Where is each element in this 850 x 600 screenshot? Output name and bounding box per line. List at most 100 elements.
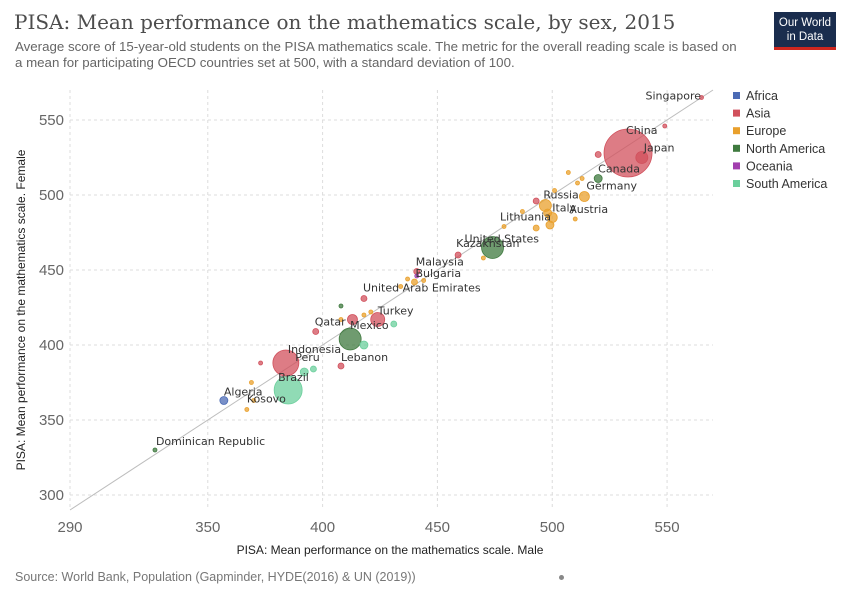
data-point[interactable]	[310, 365, 317, 373]
data-point[interactable]	[572, 216, 578, 222]
data-point[interactable]	[635, 151, 649, 164]
y-tick-label: 500	[39, 187, 64, 204]
owid-logo[interactable]: Our World in Data	[774, 12, 836, 50]
data-point[interactable]	[152, 447, 158, 453]
x-tick-label: 500	[540, 519, 565, 536]
point-label: Russia	[543, 189, 578, 202]
y-tick-label: 350	[39, 412, 64, 429]
data-point[interactable]	[411, 278, 418, 286]
source-note: Source: World Bank, Population (Gapminde…	[15, 570, 416, 584]
point-label: Canada	[598, 163, 640, 176]
data-point[interactable]	[662, 123, 668, 129]
data-point[interactable]	[414, 273, 420, 279]
x-tick-label: 290	[57, 519, 82, 536]
point-label: Mexico	[350, 319, 389, 332]
chart-subtitle: Average score of 15-year-old students on…	[15, 39, 737, 70]
data-point[interactable]	[565, 170, 571, 175]
data-point[interactable]	[543, 208, 553, 218]
data-point[interactable]	[552, 188, 557, 193]
logo-line1: Our World	[778, 17, 832, 29]
chart-title: PISA: Mean performance on the mathematic…	[14, 10, 676, 34]
point-label: Indonesia	[288, 343, 341, 356]
point-label: Qatar	[315, 316, 346, 329]
data-point[interactable]	[579, 176, 585, 181]
legend-swatch	[733, 144, 740, 152]
legend-item[interactable]: South America	[746, 177, 827, 191]
point-label: Austria	[569, 203, 608, 216]
legend-item[interactable]: Asia	[746, 107, 770, 121]
data-point[interactable]	[480, 255, 486, 261]
data-point[interactable]	[244, 407, 250, 412]
timeline-dot[interactable]	[559, 575, 564, 580]
point-label: Peru	[295, 351, 320, 364]
data-point[interactable]	[368, 309, 374, 315]
data-point[interactable]	[532, 197, 540, 205]
data-point[interactable]	[347, 314, 358, 325]
data-point[interactable]	[219, 396, 229, 405]
data-point[interactable]	[501, 224, 507, 229]
point-label: Turkey	[377, 305, 414, 318]
legend-swatch	[733, 127, 740, 135]
y-axis-label: PISA: Mean performance on the mathematic…	[14, 149, 28, 470]
legend-item[interactable]: Oceania	[746, 159, 793, 173]
data-point[interactable]	[575, 180, 580, 186]
data-point[interactable]	[370, 312, 386, 327]
data-point[interactable]	[360, 295, 368, 302]
data-point[interactable]	[299, 367, 309, 377]
point-label: United States	[465, 233, 540, 246]
x-tick-label: 400	[310, 519, 335, 536]
legend-swatch	[733, 162, 740, 170]
point-label: United Arab Emirates	[363, 282, 481, 295]
point-label: Lebanon	[341, 351, 388, 364]
data-point[interactable]	[454, 251, 462, 259]
data-point[interactable]	[699, 95, 704, 100]
point-label: Kazakhstan	[456, 237, 519, 250]
data-point[interactable]	[390, 320, 398, 328]
legend-item[interactable]: North America	[746, 142, 825, 156]
data-point[interactable]	[481, 236, 504, 259]
point-label: Algeria	[224, 386, 263, 399]
x-tick-label: 450	[425, 519, 450, 536]
data-point[interactable]	[603, 128, 653, 178]
data-point[interactable]	[519, 209, 525, 214]
point-label: Germany	[586, 180, 637, 193]
data-point[interactable]	[251, 398, 257, 403]
legend-item[interactable]: Africa	[746, 89, 778, 103]
data-point[interactable]	[594, 151, 602, 158]
data-point[interactable]	[421, 278, 427, 283]
y-tick-label: 300	[39, 487, 64, 504]
point-label: Singapore	[646, 90, 702, 103]
data-points	[152, 95, 704, 453]
data-point[interactable]	[312, 328, 320, 335]
data-point[interactable]	[338, 303, 344, 309]
logo-line2: in Data	[786, 31, 824, 43]
point-label: Malaysia	[416, 256, 464, 269]
x-tick-label: 350	[195, 519, 220, 536]
data-point[interactable]	[405, 276, 410, 282]
y-tick-label: 400	[39, 337, 64, 354]
data-point[interactable]	[361, 312, 367, 318]
data-point[interactable]	[579, 191, 590, 202]
data-point[interactable]	[338, 327, 362, 351]
data-point[interactable]	[258, 360, 264, 366]
point-label: China	[626, 124, 657, 137]
point-label: Japan	[643, 142, 675, 155]
legend-swatch	[733, 92, 740, 99]
point-label: Italy	[552, 202, 576, 215]
y-tick-label: 450	[39, 262, 64, 279]
legend-swatch	[733, 180, 740, 187]
point-label: Lithuania	[500, 211, 551, 224]
data-point[interactable]	[398, 284, 404, 289]
data-point[interactable]	[593, 174, 603, 183]
data-point[interactable]	[545, 220, 555, 230]
data-point[interactable]	[249, 380, 254, 385]
point-label: Dominican Republic	[156, 435, 265, 448]
data-point[interactable]	[338, 317, 344, 322]
data-point[interactable]	[532, 224, 540, 232]
data-point[interactable]	[272, 349, 300, 377]
data-point[interactable]	[337, 362, 345, 370]
data-point[interactable]	[359, 340, 369, 350]
point-label: Kosovo	[247, 393, 286, 406]
legend-item[interactable]: Europe	[746, 124, 786, 138]
